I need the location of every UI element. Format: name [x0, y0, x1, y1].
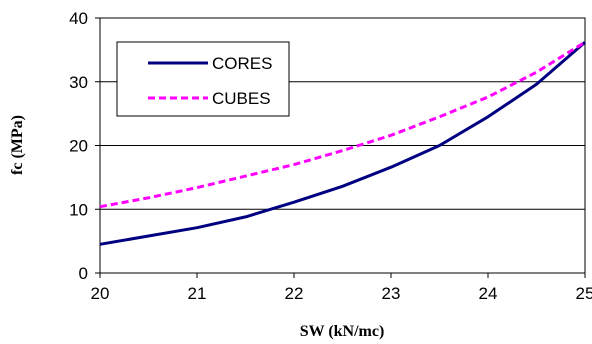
legend-box — [116, 41, 290, 117]
x-tick-label: 22 — [285, 284, 304, 303]
y-tick-label: 40 — [69, 9, 88, 28]
x-tick-label: 20 — [91, 284, 110, 303]
x-axis-ticks: 20 21 22 23 24 25 — [91, 273, 592, 303]
legend-label-cores: CORES — [212, 54, 272, 73]
legend: CORES CUBES — [116, 41, 290, 117]
series-lines — [99, 40, 586, 246]
y-tick-label: 0 — [79, 264, 88, 283]
y-axis-ticks: 0 10 20 30 40 — [69, 9, 100, 283]
x-tick-label: 24 — [479, 284, 498, 303]
x-tick-label: 23 — [382, 284, 401, 303]
y-axis-title: fc (MPa) — [9, 115, 26, 175]
y-tick-label: 10 — [69, 200, 88, 219]
x-tick-label: 25 — [576, 284, 592, 303]
legend-label-cubes: CUBES — [212, 89, 271, 108]
y-tick-label: 30 — [69, 73, 88, 92]
series-line-cores — [99, 41, 586, 246]
series-line-cubes — [99, 40, 586, 209]
y-tick-label: 20 — [69, 137, 88, 156]
x-tick-label: 21 — [188, 284, 207, 303]
x-axis-title: SW (kN/mc) — [300, 323, 385, 340]
